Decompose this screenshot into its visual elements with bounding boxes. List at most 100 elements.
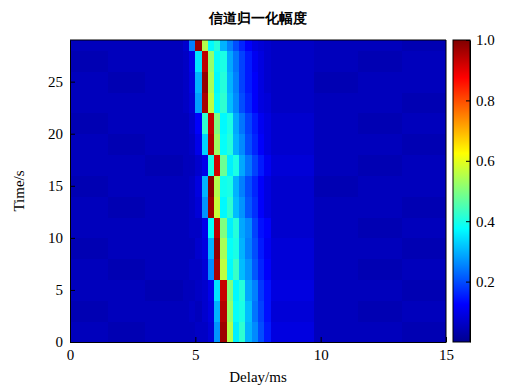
- cell: [239, 113, 246, 134]
- cell: [358, 300, 402, 321]
- cell: [208, 40, 215, 51]
- cell: [271, 134, 315, 155]
- cell: [108, 92, 146, 113]
- cells: [70, 40, 446, 342]
- y-axis-tick-label: 5: [56, 282, 64, 298]
- cell: [145, 92, 183, 113]
- y-axis-tick-mark: [70, 238, 75, 239]
- cell: [227, 92, 234, 113]
- cell: [145, 113, 183, 134]
- cell: [214, 71, 221, 92]
- cell: [271, 113, 315, 134]
- cell: [233, 113, 240, 134]
- cell: [258, 196, 265, 217]
- cell: [271, 238, 315, 259]
- cell: [233, 40, 240, 51]
- cell: [258, 300, 265, 321]
- cell: [145, 217, 183, 238]
- cell: [271, 40, 315, 51]
- cell: [189, 259, 196, 280]
- cell: [314, 300, 358, 321]
- cell: [264, 259, 271, 280]
- cell: [245, 196, 252, 217]
- cell: [195, 40, 202, 51]
- cell: [252, 238, 259, 259]
- cell: [189, 40, 196, 51]
- cell: [252, 40, 259, 51]
- cell: [314, 217, 358, 238]
- x-axis-tick-label: 15: [439, 347, 454, 363]
- cell: [227, 321, 234, 342]
- cell: [189, 280, 196, 301]
- cell: [220, 196, 227, 217]
- cell: [271, 217, 315, 238]
- cell: [233, 238, 240, 259]
- y-axis-tick-mark: [70, 290, 75, 291]
- cell: [264, 50, 271, 71]
- cell: [220, 280, 227, 301]
- y-axis-tick-label: 0: [56, 334, 64, 350]
- cell: [245, 321, 252, 342]
- cell: [271, 155, 315, 176]
- cell: [202, 71, 209, 92]
- y-axis-tick-label: 10: [48, 230, 63, 246]
- y-axis-tick: 25: [48, 74, 75, 90]
- cell: [108, 321, 146, 342]
- cell: [402, 92, 446, 113]
- cell: [258, 280, 265, 301]
- cell: [202, 134, 209, 155]
- cell: [245, 71, 252, 92]
- cell: [258, 113, 265, 134]
- cell: [358, 71, 402, 92]
- y-axis-tick: 10: [48, 230, 75, 246]
- cell: [402, 50, 446, 71]
- cell: [189, 113, 196, 134]
- cell: [202, 50, 209, 71]
- y-axis-tick-label: 20: [48, 126, 63, 142]
- cell: [402, 238, 446, 259]
- cell: [189, 196, 196, 217]
- cell: [183, 40, 190, 51]
- cell: [108, 50, 146, 71]
- cell: [239, 71, 246, 92]
- x-axis-tick-label: 0: [67, 347, 75, 363]
- cell: [208, 92, 215, 113]
- cell: [195, 50, 202, 71]
- cell: [214, 280, 221, 301]
- cell: [227, 217, 234, 238]
- cell: [145, 280, 183, 301]
- colorbar-axis-tick-label: 0.4: [476, 214, 495, 230]
- cell: [183, 71, 190, 92]
- cell: [220, 300, 227, 321]
- cell: [258, 175, 265, 196]
- cell: [195, 259, 202, 280]
- cell: [402, 175, 446, 196]
- cell: [402, 155, 446, 176]
- cell: [214, 40, 221, 51]
- colorbar-axis-tick-mark: [466, 282, 470, 283]
- cell: [145, 175, 183, 196]
- cell: [245, 134, 252, 155]
- cell: [314, 196, 358, 217]
- cell: [245, 217, 252, 238]
- cell: [227, 238, 234, 259]
- cell: [70, 71, 108, 92]
- frame-right: [446, 40, 447, 342]
- cell: [264, 217, 271, 238]
- x-axis-tick-label: 10: [314, 347, 329, 363]
- cell: [245, 238, 252, 259]
- cell: [239, 321, 246, 342]
- cell: [245, 155, 252, 176]
- cell: [208, 280, 215, 301]
- cell: [252, 196, 259, 217]
- cell: [108, 238, 146, 259]
- cell: [214, 134, 221, 155]
- cell: [264, 40, 271, 51]
- cell: [189, 71, 196, 92]
- colorbar: [453, 40, 470, 342]
- cell: [195, 280, 202, 301]
- cell: [108, 280, 146, 301]
- cell: [208, 300, 215, 321]
- cell: [271, 196, 315, 217]
- colorbar-axis-tick-mark: [466, 221, 470, 222]
